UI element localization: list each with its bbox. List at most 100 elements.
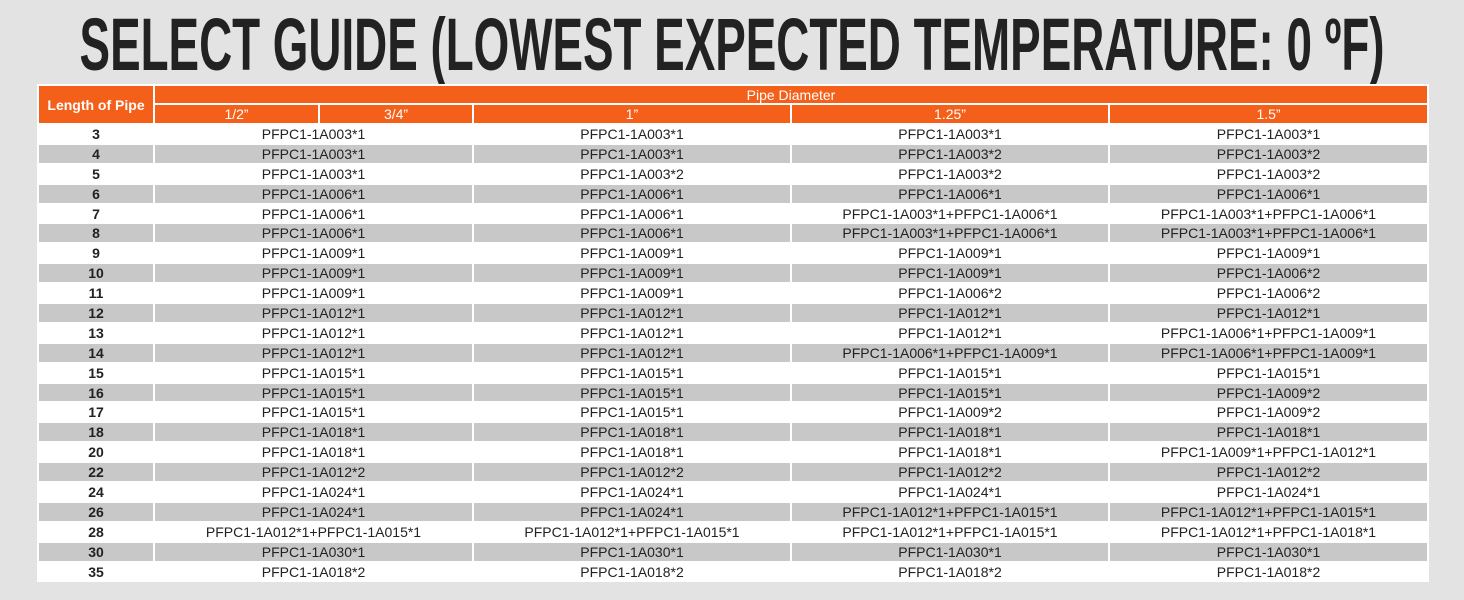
diameter-1-2-3-4-cell: PFPC1-1A015*1	[153, 401, 474, 424]
diameter-1-25-cell: PFPC1-1A003*1+PFPC1-1A006*1	[790, 222, 1110, 245]
diameter-1-2-3-4-cell: PFPC1-1A003*1	[153, 123, 474, 145]
diameter-1-5-cell: PFPC1-1A018*2	[1108, 560, 1429, 583]
length-cell: 18	[37, 421, 155, 444]
length-cell: 10	[37, 262, 155, 285]
table-row: 8 PFPC1-1A006*1 PFPC1-1A006*1 PFPC1-1A003*1…	[37, 222, 1429, 245]
diameter-1-2-3-4-cell: PFPC1-1A018*2	[153, 560, 474, 583]
select-guide-table: Length of Pipe Pipe Diameter 1/2” 3/4” 1…	[37, 84, 1429, 583]
length-of-pipe-header: Length of Pipe	[37, 84, 155, 125]
diameter-1-cell: PFPC1-1A015*1	[472, 401, 792, 424]
diameter-1-cell: PFPC1-1A018*1	[472, 421, 792, 444]
table-row: 10 PFPC1-1A009*1 PFPC1-1A009*1 PFPC1-1A009*…	[37, 262, 1429, 285]
length-cell: 3	[37, 123, 155, 145]
table-row: 9 PFPC1-1A009*1 PFPC1-1A009*1 PFPC1-1A009*1…	[37, 242, 1429, 265]
length-cell: 17	[37, 401, 155, 424]
diameter-1-25-cell: PFPC1-1A012*1+PFPC1-1A015*1	[790, 520, 1110, 543]
length-cell: 24	[37, 481, 155, 503]
length-cell: 30	[37, 540, 155, 563]
diameter-1-2-3-4-cell: PFPC1-1A006*1	[153, 182, 474, 205]
title-container: SELECT GUIDE (LOWEST EXPECTED TEMPERATUR…	[0, 3, 1464, 86]
diameter-1-2-3-4-cell: PFPC1-1A015*1	[153, 361, 474, 384]
diameter-1-2-3-4-cell: PFPC1-1A015*1	[153, 381, 474, 404]
diameter-1-5-cell: PFPC1-1A009*1+PFPC1-1A012*1	[1108, 441, 1429, 464]
length-cell: 5	[37, 162, 155, 185]
diameter-1-2-3-4-cell: PFPC1-1A018*1	[153, 421, 474, 444]
diameter-1-5-cell: PFPC1-1A012*2	[1108, 461, 1429, 484]
length-cell: 20	[37, 441, 155, 464]
diameter-1-cell: PFPC1-1A024*1	[472, 500, 792, 523]
table-row: 30 PFPC1-1A030*1 PFPC1-1A030*1 PFPC1-1A030*…	[37, 540, 1429, 563]
diameter-1-2-3-4-cell: PFPC1-1A012*1	[153, 341, 474, 364]
length-cell: 12	[37, 302, 155, 324]
diameter-1-cell: PFPC1-1A012*1	[472, 302, 792, 324]
diameter-1-cell: PFPC1-1A018*2	[472, 560, 792, 583]
diameter-1-5-cell: PFPC1-1A030*1	[1108, 540, 1429, 563]
diameter-1-25-cell: PFPC1-1A006*1	[790, 182, 1110, 205]
diameter-1-25-cell: PFPC1-1A003*1+PFPC1-1A006*1	[790, 202, 1110, 225]
diameter-header-1: 1”	[472, 103, 792, 125]
diameter-1-5-cell: PFPC1-1A012*1	[1108, 302, 1429, 324]
diameter-1-5-cell: PFPC1-1A024*1	[1108, 481, 1429, 503]
diameter-1-2-3-4-cell: PFPC1-1A012*1+PFPC1-1A015*1	[153, 520, 474, 543]
diameter-1-2-3-4-cell: PFPC1-1A024*1	[153, 481, 474, 503]
page-title: SELECT GUIDE (LOWEST EXPECTED TEMPERATUR…	[79, 2, 1385, 86]
length-cell: 6	[37, 182, 155, 205]
diameter-header-1-25: 1.25”	[790, 103, 1110, 125]
table-row: 18 PFPC1-1A018*1 PFPC1-1A018*1 PFPC1-1A018*…	[37, 421, 1429, 444]
table-row: 26 PFPC1-1A024*1 PFPC1-1A024*1 PFPC1-1A012*…	[37, 500, 1429, 523]
diameter-1-5-cell: PFPC1-1A003*2	[1108, 142, 1429, 165]
diameter-1-2-3-4-cell: PFPC1-1A018*1	[153, 441, 474, 464]
diameter-1-25-cell: PFPC1-1A030*1	[790, 540, 1110, 563]
pipe-diameter-header: Pipe Diameter	[153, 84, 1429, 105]
length-cell: 11	[37, 282, 155, 305]
diameter-1-cell: PFPC1-1A006*1	[472, 222, 792, 245]
diameter-1-cell: PFPC1-1A009*1	[472, 282, 792, 305]
diameter-1-2-3-4-cell: PFPC1-1A009*1	[153, 262, 474, 285]
diameter-1-5-cell: PFPC1-1A018*1	[1108, 421, 1429, 444]
diameter-1-cell: PFPC1-1A012*1	[472, 321, 792, 344]
length-cell: 22	[37, 461, 155, 484]
table-row: 5 PFPC1-1A003*1 PFPC1-1A003*2 PFPC1-1A003*2…	[37, 162, 1429, 185]
diameter-1-25-cell: PFPC1-1A012*1+PFPC1-1A015*1	[790, 500, 1110, 523]
diameter-1-cell: PFPC1-1A024*1	[472, 481, 792, 503]
table-row: 6 PFPC1-1A006*1 PFPC1-1A006*1 PFPC1-1A006*1…	[37, 182, 1429, 205]
length-cell: 28	[37, 520, 155, 543]
diameter-1-2-3-4-cell: PFPC1-1A006*1	[153, 202, 474, 225]
diameter-1-5-cell: PFPC1-1A012*1+PFPC1-1A018*1	[1108, 520, 1429, 543]
diameter-1-5-cell: PFPC1-1A009*2	[1108, 381, 1429, 404]
table-row: 7 PFPC1-1A006*1 PFPC1-1A006*1 PFPC1-1A003*1…	[37, 202, 1429, 225]
length-cell: 16	[37, 381, 155, 404]
length-cell: 15	[37, 361, 155, 384]
diameter-1-5-cell: PFPC1-1A006*1+PFPC1-1A009*1	[1108, 321, 1429, 344]
table-row: 24 PFPC1-1A024*1 PFPC1-1A024*1 PFPC1-1A024*…	[37, 481, 1429, 503]
length-cell: 7	[37, 202, 155, 225]
diameter-1-cell: PFPC1-1A012*1+PFPC1-1A015*1	[472, 520, 792, 543]
length-cell: 8	[37, 222, 155, 245]
diameter-1-5-cell: PFPC1-1A003*1+PFPC1-1A006*1	[1108, 222, 1429, 245]
diameter-1-2-3-4-cell: PFPC1-1A012*1	[153, 321, 474, 344]
diameter-1-5-cell: PFPC1-1A006*1+PFPC1-1A009*1	[1108, 341, 1429, 364]
diameter-1-cell: PFPC1-1A006*1	[472, 202, 792, 225]
diameter-1-2-3-4-cell: PFPC1-1A012*2	[153, 461, 474, 484]
diameter-header-1-5: 1.5”	[1108, 103, 1429, 125]
diameter-1-25-cell: PFPC1-1A018*1	[790, 441, 1110, 464]
table-row: 4 PFPC1-1A003*1 PFPC1-1A003*1 PFPC1-1A003*2…	[37, 142, 1429, 165]
diameter-1-2-3-4-cell: PFPC1-1A009*1	[153, 242, 474, 265]
length-cell: 35	[37, 560, 155, 583]
diameter-1-5-cell: PFPC1-1A006*2	[1108, 262, 1429, 285]
length-cell: 13	[37, 321, 155, 344]
diameter-1-5-cell: PFPC1-1A003*1	[1108, 123, 1429, 145]
diameter-1-cell: PFPC1-1A012*2	[472, 461, 792, 484]
table-row: 22 PFPC1-1A012*2 PFPC1-1A012*2 PFPC1-1A012*…	[37, 461, 1429, 484]
diameter-1-cell: PFPC1-1A009*1	[472, 262, 792, 285]
diameter-1-5-cell: PFPC1-1A006*1	[1108, 182, 1429, 205]
diameter-1-cell: PFPC1-1A003*1	[472, 142, 792, 165]
table-row: 16 PFPC1-1A015*1 PFPC1-1A015*1 PFPC1-1A015*…	[37, 381, 1429, 404]
diameter-1-25-cell: PFPC1-1A003*2	[790, 162, 1110, 185]
length-cell: 14	[37, 341, 155, 364]
diameter-1-25-cell: PFPC1-1A015*1	[790, 361, 1110, 384]
diameter-1-cell: PFPC1-1A030*1	[472, 540, 792, 563]
diameter-header-3-4: 3/4”	[318, 103, 474, 125]
diameter-1-25-cell: PFPC1-1A018*1	[790, 421, 1110, 444]
diameter-1-25-cell: PFPC1-1A012*2	[790, 461, 1110, 484]
